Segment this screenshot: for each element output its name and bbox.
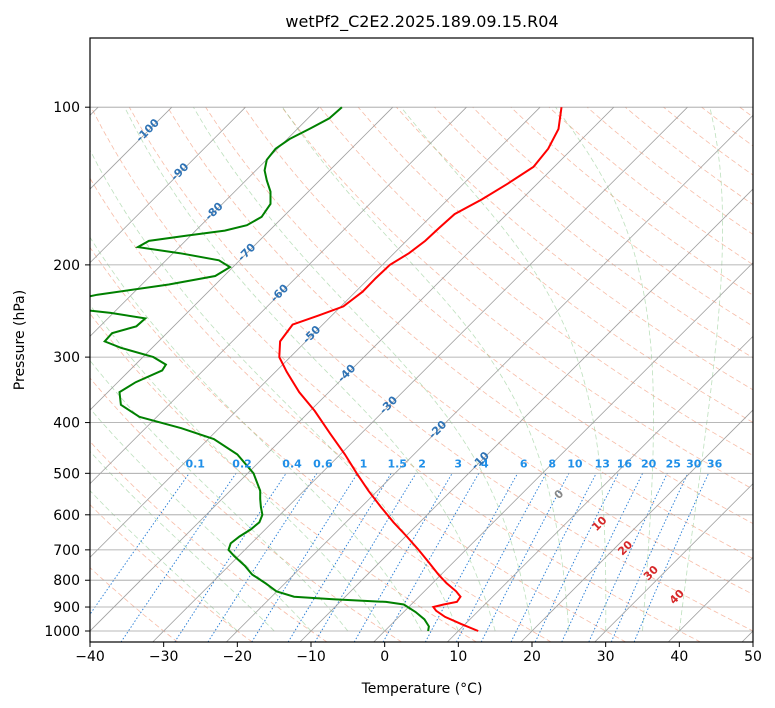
isotherm-line <box>90 106 541 558</box>
moist-adiabat-line <box>282 106 570 632</box>
mixing-ratio-line <box>287 473 392 642</box>
mixing-ratio-label: 2 <box>418 457 426 470</box>
mixing-ratio-line <box>314 473 417 642</box>
x-tick-label: −20 <box>223 649 253 665</box>
dry-adiabat-line <box>90 567 178 642</box>
plot-frame <box>89 37 754 643</box>
mixing-ratio-line <box>424 473 519 642</box>
moist-adiabat-line <box>90 407 312 632</box>
moist-adiabats <box>90 106 724 632</box>
dry-adiabat-line <box>319 106 753 456</box>
y-tick-label: 600 <box>53 508 80 524</box>
y-tick-label: 100 <box>53 100 80 116</box>
mixing-ratio-label: 8 <box>548 457 556 470</box>
x-tick-label: 0 <box>380 649 389 665</box>
mixing-ratio-line <box>90 473 190 616</box>
mixing-ratio-label: 0.4 <box>282 457 302 470</box>
mixing-ratio-label: 36 <box>707 457 723 470</box>
moist-adiabat-line <box>678 107 724 632</box>
x-tick-label: −30 <box>149 649 179 665</box>
y-tick-label: 1000 <box>44 624 80 640</box>
isotherm-line <box>90 106 467 485</box>
y-axis-label: Pressure (hPa) <box>12 290 28 390</box>
dry-adiabat-line <box>281 106 753 490</box>
mixing-ratio-line <box>455 473 547 642</box>
dry-adiabat-line <box>90 440 328 642</box>
x-tick-label: −10 <box>296 649 326 665</box>
mixing-ratio-line <box>251 473 358 642</box>
mixing-ratio-line <box>353 473 453 642</box>
mixing-ratio-label: 25 <box>666 457 681 470</box>
dry-adiabat-line <box>357 106 753 423</box>
x-tick-label: 10 <box>449 649 467 665</box>
mixing-ratio-label: 6 <box>520 457 528 470</box>
moist-adiabat-line <box>400 106 607 631</box>
y-tick-label: 700 <box>53 543 80 559</box>
x-tick-label: 40 <box>670 649 688 665</box>
y-tick-label: 500 <box>53 466 80 482</box>
dewpoint-profile-line <box>90 106 430 632</box>
temperature-profile-line <box>278 107 563 632</box>
dry-adiabat-line <box>90 107 701 642</box>
y-tick-label: 200 <box>53 258 80 274</box>
dry-adiabat-line <box>434 106 753 359</box>
y-axis-ticks: 100 200 300 400 500 600 700 800 900 1000 <box>44 100 90 640</box>
moist-adiabat-line <box>90 304 386 632</box>
isotherm-line <box>446 335 753 642</box>
isotherm-line <box>90 106 394 411</box>
dry-adiabat-line <box>167 106 753 595</box>
dry-adiabat-line <box>90 246 552 642</box>
moist-adiabat-line <box>90 359 349 632</box>
mixing-ratio-label: 1.5 <box>387 457 407 470</box>
x-axis-label: Temperature (°C) <box>361 681 483 697</box>
dry-adiabat-line <box>90 377 403 642</box>
mixing-ratio-label: 20 <box>641 457 657 470</box>
x-axis-ticks: −40 −30 −20 −10 0 10 20 30 40 50 <box>75 642 762 665</box>
mixing-ratio-label: 0.1 <box>185 457 205 470</box>
mixing-ratio-label: 3 <box>454 457 462 470</box>
isotherm-line <box>373 262 753 642</box>
y-tick-label: 800 <box>53 573 80 589</box>
mixing-ratio-label: 0.2 <box>232 457 252 470</box>
isotherm-line <box>90 106 320 337</box>
isobars <box>90 106 753 632</box>
dry-adiabat-line <box>90 177 627 642</box>
isotherm-line <box>299 188 753 642</box>
x-tick-label: 50 <box>744 649 762 665</box>
mixing-ratio-label: 10 <box>567 457 583 470</box>
moist-adiabat-line <box>555 106 654 632</box>
mixing-ratio-line <box>174 473 287 642</box>
isotherm-line <box>520 409 753 642</box>
isotherm-line <box>594 483 753 642</box>
isotherm-line <box>225 114 753 642</box>
isotherm-line <box>90 106 615 632</box>
mixing-ratio-line <box>588 473 668 642</box>
mixing-ratio-label: 30 <box>686 457 702 470</box>
moist-adiabat-line <box>90 149 459 632</box>
isotherm-line <box>90 106 246 264</box>
isotherms <box>90 106 753 642</box>
mixing-ratio-label: 13 <box>595 457 610 470</box>
x-tick-label: 20 <box>523 649 541 665</box>
mixing-ratio-label: 0.6 <box>313 457 333 470</box>
mixing-ratio-line <box>510 473 597 642</box>
plot-background <box>90 38 753 642</box>
isotherm-line <box>152 106 688 642</box>
dry-adiabat-line <box>90 312 477 642</box>
x-tick-label: −40 <box>75 649 105 665</box>
chart-title: wetPf2_C2E2.2025.189.09.15.R04 <box>285 12 558 32</box>
mixing-ratio-label: 16 <box>617 457 633 470</box>
y-tick-label: 900 <box>53 600 80 616</box>
profile-series <box>90 106 563 632</box>
dry-adiabat-line <box>472 106 753 327</box>
x-tick-label: 30 <box>597 649 615 665</box>
moist-adiabat-line <box>90 236 422 632</box>
mixing-ratio-line <box>561 473 644 642</box>
mixing-ratio-label: 1 <box>360 457 368 470</box>
mixing-ratio-label: 4 <box>481 457 489 470</box>
y-tick-label: 400 <box>53 416 80 432</box>
y-tick-label: 300 <box>53 350 80 366</box>
